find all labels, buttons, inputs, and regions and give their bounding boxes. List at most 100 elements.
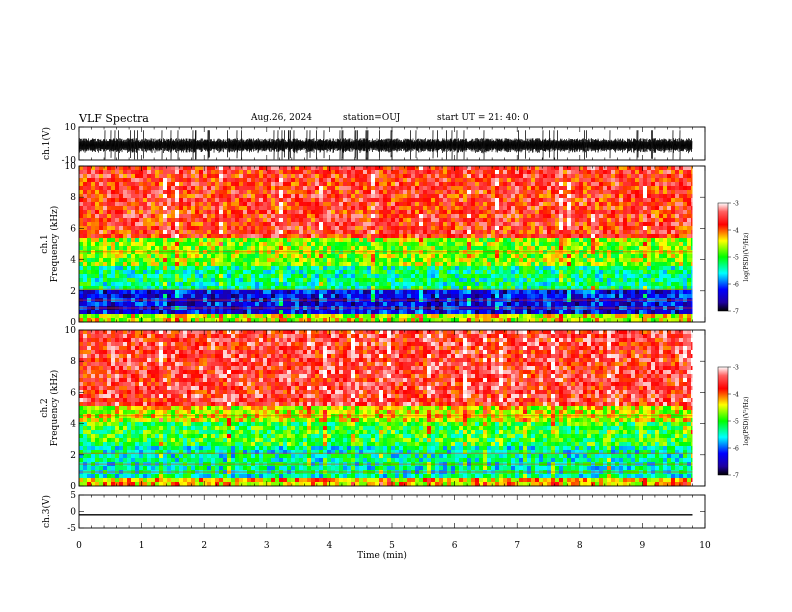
ch1-spectrogram-cell: [219, 242, 224, 247]
ch1-spectrogram-cell: [563, 262, 568, 267]
ch1-spectrogram-cell: [323, 198, 328, 203]
ch1-spectrogram-cell: [375, 234, 380, 239]
ch1-spectrogram-cell: [91, 238, 96, 243]
ch1-spectrogram-cell: [327, 170, 332, 175]
ch1-spectrogram-cell: [275, 278, 280, 283]
ch1-spectrogram-cell: [275, 262, 280, 267]
ch1-spectrogram-cell: [355, 246, 360, 251]
ch1-spectrogram-cell: [427, 266, 432, 271]
ch1-spectrogram-cell: [315, 226, 320, 231]
ch1-spectrogram-cell: [107, 318, 112, 323]
ch1-spectrogram-cell: [267, 262, 272, 267]
ch1-spectrogram-cell: [459, 302, 464, 307]
ch1-spectrogram-cell: [215, 230, 220, 235]
ch1-spectrogram-cell: [147, 210, 152, 215]
ch1-spectrogram-cell: [475, 166, 480, 171]
ch1-spectrogram-cell: [191, 178, 196, 183]
ch1-spectrogram-cell: [119, 230, 124, 235]
ch1-spectrogram-cell: [335, 270, 340, 275]
ch1-spectrogram-cell: [427, 202, 432, 207]
ch1-spectrogram-cell: [255, 314, 260, 319]
ch1-spectrogram-cell: [539, 202, 544, 207]
ch1-spectrogram-cell: [171, 174, 176, 179]
ch1-spectrogram-cell: [467, 266, 472, 271]
ch1-spectrogram-cell: [291, 262, 296, 267]
ch1-spectrogram-cell: [523, 170, 528, 175]
ch1-spectrogram-cell: [511, 238, 516, 243]
ch1-spectrogram-cell: [519, 218, 524, 223]
ch1-spectrogram-cell: [459, 270, 464, 275]
ch1-spectrogram-cell: [423, 314, 428, 319]
ch1-spectrogram-cell: [127, 202, 132, 207]
ch1-spectrogram-cell: [127, 246, 132, 251]
ch1-spectrogram-cell: [247, 202, 252, 207]
ch1-spectrogram-cell: [555, 278, 560, 283]
ch1-spectrogram-cell: [555, 302, 560, 307]
ch1-spectrogram-cell: [487, 274, 492, 279]
ch1-spectrogram-cell: [227, 206, 232, 211]
ch1-spectrogram-cell: [527, 202, 532, 207]
ch1-spectrogram-cell: [79, 230, 84, 235]
ch1-spectrogram-cell: [451, 254, 456, 259]
ch1-spectrogram-cell: [359, 194, 364, 199]
ch1-spectrogram-cell: [523, 202, 528, 207]
ch1-spectrogram-cell: [199, 198, 204, 203]
ch1-spectrogram-cell: [327, 270, 332, 275]
ch1-spectrogram-cell: [487, 258, 492, 263]
ch1-spectrogram-cell: [175, 302, 180, 307]
ch1-spectrogram-cell: [303, 178, 308, 183]
ch1-spectrogram-cell: [179, 258, 184, 263]
ch1-spectrogram-cell: [351, 270, 356, 275]
ch1-spectrogram-cell: [479, 190, 484, 195]
ch1-spectrogram-cell: [107, 210, 112, 215]
ch1-spectrogram-cell: [295, 214, 300, 219]
ch1-spectrogram-cell: [411, 174, 416, 179]
ch1-spectrogram-cell: [359, 214, 364, 219]
ch1-spectrogram-cell: [479, 222, 484, 227]
ch1-spectrogram-cell: [199, 222, 204, 227]
ch1-spectrogram-cell: [223, 214, 228, 219]
ch1-spectrogram-cell: [523, 234, 528, 239]
ch1-spectrogram-cell: [107, 190, 112, 195]
ch1-spectrogram-cell: [567, 222, 572, 227]
ch1-spectrogram-cell: [399, 238, 404, 243]
ch1-spectrogram-cell: [291, 238, 296, 243]
ch1-spectrogram-cell: [347, 302, 352, 307]
ch1-spectrogram-cell: [283, 210, 288, 215]
ch1-spectrogram-cell: [363, 290, 368, 295]
ch1-spectrogram-cell: [399, 230, 404, 235]
ch1-spectrogram-cell: [395, 170, 400, 175]
ch1-spectrogram-cell: [459, 222, 464, 227]
ch1-spectrogram-cell: [211, 210, 216, 215]
ch1-spectrogram-cell: [443, 202, 448, 207]
ch1-spectrogram-cell: [179, 302, 184, 307]
ch1-spectrogram-cell: [351, 254, 356, 259]
ch1-spectrogram-cell: [543, 182, 548, 187]
ch1-spectrogram-cell: [367, 254, 372, 259]
ch1-spectrogram-cell: [307, 234, 312, 239]
ch1-spectrogram-cell: [535, 278, 540, 283]
ch1-spectrogram-cell: [459, 278, 464, 283]
ch1-spectrogram-cell: [139, 218, 144, 223]
ch1-spectrogram-cell: [103, 206, 108, 211]
date-label: Aug.26, 2024: [251, 113, 312, 123]
ch1-spectrogram-cell: [95, 266, 100, 271]
ch1-spectrogram-cell: [147, 254, 152, 259]
ch1-spectrogram-cell: [219, 174, 224, 179]
ch1-spectrogram-cell: [547, 230, 552, 235]
ch1-spectrogram-cell: [299, 218, 304, 223]
ch1-spectrogram-cell: [95, 182, 100, 187]
ch1-spectrogram-cell: [355, 218, 360, 223]
ch1-spectrogram-cell: [519, 226, 524, 231]
ch1-spectrogram-cell: [339, 206, 344, 211]
ch1-spectrogram-cell: [231, 254, 236, 259]
ch1-spectrogram-cell: [439, 174, 444, 179]
ch1-spectrogram-cell: [563, 190, 568, 195]
ch1-spectrogram-cell: [203, 170, 208, 175]
ch1-spectrogram-cell: [527, 170, 532, 175]
ch1-spectrogram-cell: [311, 190, 316, 195]
ch1-spectrogram-cell: [231, 194, 236, 199]
ch1-spectrogram-cell: [239, 258, 244, 263]
ch1-spectrogram-cell: [367, 266, 372, 271]
ch1-spectrogram-cell: [259, 182, 264, 187]
